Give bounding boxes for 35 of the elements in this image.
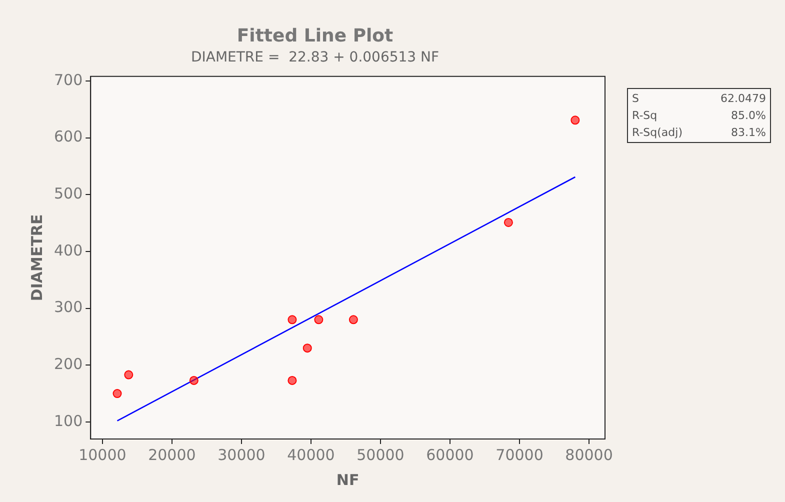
text: R-Sq(adj) — [632, 125, 682, 141]
y-tick-label: 700 — [54, 70, 83, 89]
point — [314, 315, 324, 324]
y-tick-label: 300 — [54, 298, 83, 316]
y-tick-label: 600 — [54, 128, 83, 146]
point — [288, 315, 297, 324]
point — [504, 218, 513, 227]
x-tick-label: 50000 — [356, 446, 404, 464]
y-tick-label: 500 — [54, 184, 83, 203]
text: 83.1% — [731, 125, 766, 141]
x-tick-label: 80000 — [565, 446, 613, 464]
y-tick-label: 400 — [54, 241, 83, 260]
x-tick-label: 40000 — [287, 446, 335, 464]
y-axis-title: DIAMETRE — [28, 214, 46, 302]
point — [124, 370, 134, 380]
point — [302, 344, 312, 353]
x-tick-label: 10000 — [78, 446, 126, 464]
x-tick-label: 70000 — [496, 446, 544, 464]
x-tick-label: 60000 — [426, 446, 474, 464]
x-tick-label: 30000 — [218, 446, 266, 464]
chart-subtitle: DIAMETRE = 22.83 + 0.006513 NF — [190, 50, 440, 66]
x-tick-label: 20000 — [148, 446, 196, 464]
text: S — [632, 91, 639, 107]
text: R-Sq — [632, 108, 658, 124]
point — [112, 389, 122, 398]
x-axis-title: NF — [336, 470, 360, 489]
text: 85.0% — [731, 108, 766, 124]
text: 62.0479 — [720, 91, 766, 107]
point — [570, 116, 580, 125]
y-tick-label: 200 — [54, 355, 83, 374]
chart-title: Fitted Line Plot — [236, 25, 394, 46]
point — [189, 376, 198, 385]
y-tick-label: 100 — [54, 412, 83, 430]
point — [348, 315, 358, 324]
point — [288, 376, 297, 385]
